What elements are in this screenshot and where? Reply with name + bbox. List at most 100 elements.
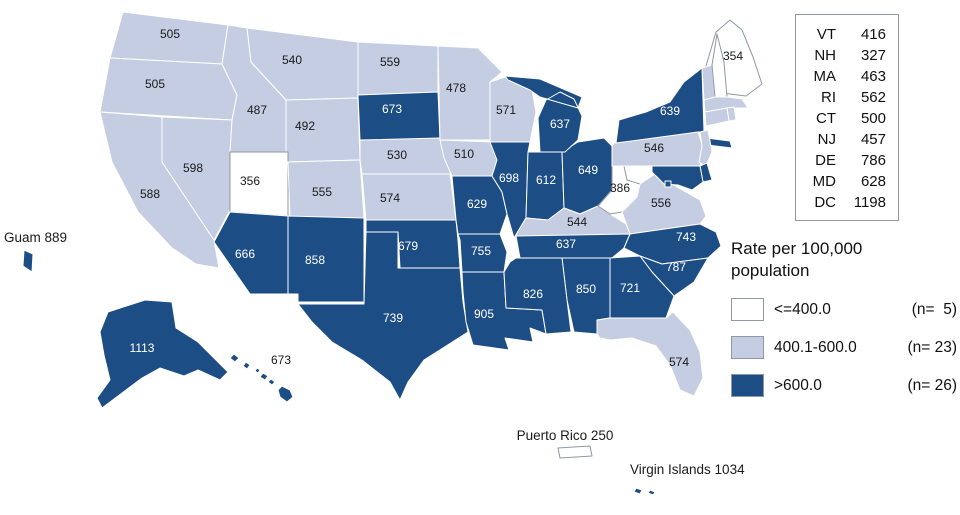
ne-panel-abbr: RI [821, 89, 836, 106]
legend-swatch-high [731, 374, 764, 398]
state-tx[interactable] [297, 231, 469, 401]
state-fl[interactable] [596, 311, 704, 397]
ne-panel-abbr: MA [813, 68, 837, 85]
state-az[interactable] [213, 211, 289, 295]
state-label-ut: 356 [240, 174, 260, 188]
legend-item-mid: 400.1-600.0 (n= 23) [731, 336, 957, 360]
legend-class-label: 400.1-600.0 [774, 338, 857, 356]
ne-panel-abbr: MD [812, 173, 836, 190]
state-label-al: 850 [576, 282, 596, 296]
state-label-me: 354 [723, 49, 743, 63]
states-layer [96, 11, 763, 409]
state-label-nc: 743 [676, 230, 696, 244]
state-label-fl: 574 [669, 355, 689, 369]
legend-swatch-low [731, 298, 764, 322]
state-label-ca: 588 [140, 187, 160, 201]
territory-virgin-islands[interactable] [633, 487, 656, 496]
ne-panel-row-ri: RI 562 [806, 87, 886, 108]
state-tn[interactable] [515, 233, 631, 259]
territory-puerto-rico[interactable] [557, 445, 593, 459]
ne-panel-abbr: VT [816, 26, 836, 43]
territories-layer [22, 249, 656, 496]
legend-title-line2: population [731, 261, 810, 281]
state-label-ia: 510 [454, 147, 474, 161]
state-label-ms: 826 [523, 287, 543, 301]
ne-panel-value: 327 [860, 47, 886, 64]
state-label-la: 905 [474, 307, 494, 321]
state-label-sd: 673 [382, 102, 402, 116]
ne-panel-row-md: MD 628 [806, 171, 886, 192]
ne-panel-value: 1198 [853, 194, 886, 211]
ne-panel-value: 463 [860, 68, 886, 85]
state-label-co: 555 [312, 185, 332, 199]
ne-panel-abbr: DC [814, 194, 836, 211]
state-nh[interactable] [711, 33, 728, 98]
legend: Rate per 100,000 population <=400.0 (n= 5… [731, 238, 957, 412]
state-label-wi: 571 [496, 103, 516, 117]
ne-panel-abbr: NJ [817, 131, 836, 148]
legend-title-line1: Rate per 100,000 [731, 239, 863, 258]
state-label-ky: 544 [567, 215, 587, 229]
ne-panel-value: 786 [860, 152, 886, 169]
state-ms[interactable] [503, 257, 572, 335]
state-label-tn: 637 [556, 237, 576, 251]
ne-panel-value: 457 [860, 131, 886, 148]
state-label-wa: 505 [160, 27, 180, 41]
state-label-il: 698 [499, 171, 519, 185]
state-label-or: 505 [145, 77, 165, 91]
state-label-ne: 530 [387, 148, 407, 162]
state-label-tx: 739 [383, 311, 403, 325]
ne-panel-row-dc: DC 1198 [806, 192, 886, 213]
state-label-hi: 673 [271, 353, 291, 367]
state-label-ks: 574 [380, 191, 400, 205]
territory-guam[interactable] [22, 249, 34, 273]
state-ks[interactable] [361, 173, 457, 221]
state-label-mt: 540 [282, 53, 302, 67]
state-label-oh: 649 [578, 163, 598, 177]
state-hi[interactable] [229, 353, 294, 403]
northeast-values-panel: VT 416 NH 327 MA 463 RI 562 CT 500 NJ 457 DE 786 MD 628… [795, 14, 899, 221]
state-nm[interactable] [287, 215, 365, 303]
ne-panel-value: 628 [860, 173, 886, 190]
ne-panel-value: 500 [860, 110, 886, 127]
state-label-nd: 559 [380, 55, 400, 69]
ne-panel-row-nj: NJ 457 [806, 129, 886, 150]
state-label-mi: 637 [550, 117, 570, 131]
state-ct[interactable] [704, 107, 730, 127]
labels-layer: 505 505 588 598 487 540 492 356 555 666 858 559 673 5… [4, 27, 745, 477]
state-label-ar: 755 [471, 244, 491, 258]
territory-label-virgin-islands: Virgin Islands 1034 [630, 462, 745, 477]
state-label-az: 666 [235, 247, 255, 261]
state-label-va: 556 [651, 196, 671, 210]
state-label-in: 612 [536, 173, 556, 187]
legend-class-count: (n= 26) [907, 376, 957, 394]
state-label-wv: 386 [610, 181, 630, 195]
legend-class-count: (n= 23) [907, 338, 957, 356]
state-sd[interactable] [357, 91, 441, 141]
ne-panel-value: 562 [860, 89, 886, 106]
state-label-ok: 679 [398, 239, 418, 253]
legend-class-count: (n= 5) [911, 300, 957, 318]
state-label-nm: 858 [305, 253, 325, 267]
state-label-wy: 492 [295, 119, 315, 133]
state-dc[interactable] [664, 180, 672, 188]
territory-label-guam: Guam 889 [4, 230, 67, 245]
legend-rows: <=400.0 (n= 5) 400.1-600.0 (n= 23) >600.0 (n=… [731, 298, 957, 398]
state-label-mn: 478 [446, 81, 466, 95]
state-or[interactable] [99, 57, 238, 121]
ne-panel-row-vt: VT 416 [806, 24, 886, 45]
state-wv[interactable] [597, 165, 641, 215]
state-il[interactable] [489, 141, 531, 239]
state-ak[interactable] [96, 299, 229, 409]
legend-title: Rate per 100,000 population [731, 238, 957, 282]
state-label-sc: 787 [666, 260, 686, 274]
state-label-nv: 598 [183, 161, 203, 175]
state-mi[interactable] [504, 75, 583, 153]
territory-label-puerto-rico: Puerto Rico 250 [517, 428, 614, 443]
ne-panel-row-ma: MA 463 [806, 66, 887, 87]
ne-panel-row-nh: NH 327 [806, 45, 886, 66]
legend-class-label: <=400.0 [774, 300, 831, 318]
ne-panel-abbr: CT [816, 110, 836, 127]
